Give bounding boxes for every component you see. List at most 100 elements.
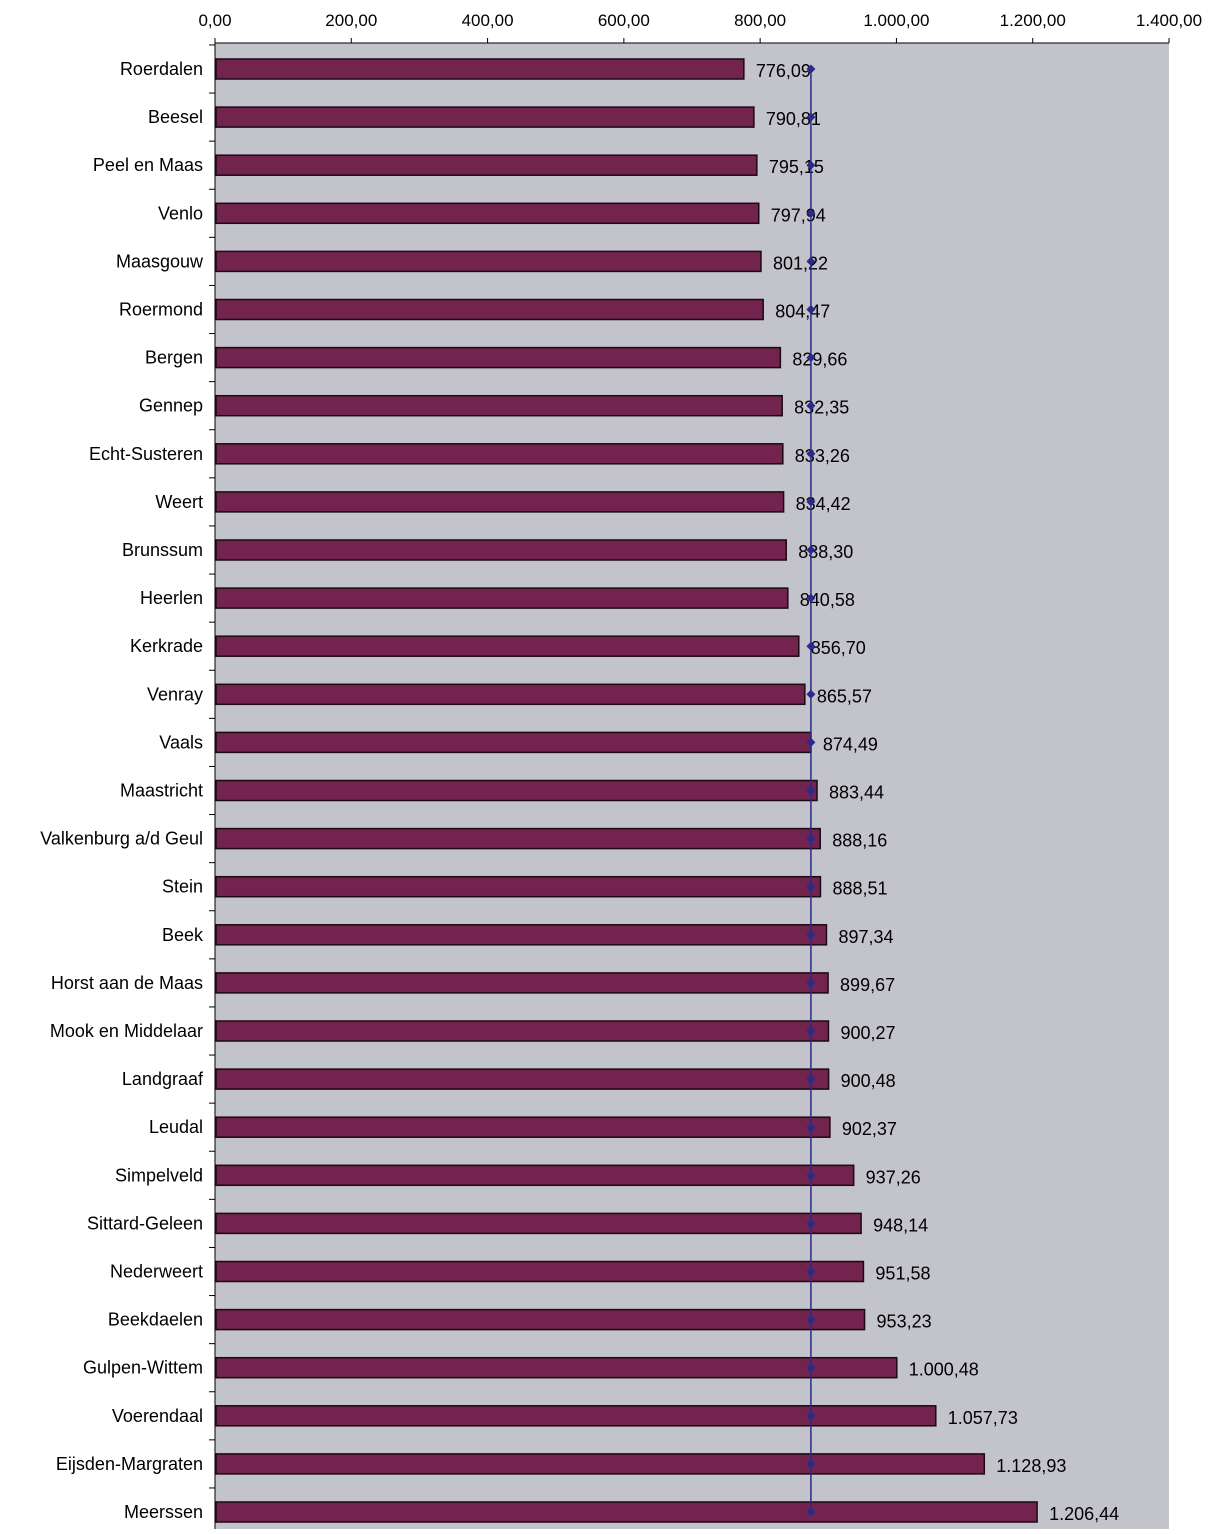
reference-marker xyxy=(806,786,816,795)
category-label: Maasgouw xyxy=(116,251,204,271)
category-label: Echt-Susteren xyxy=(89,444,203,464)
x-tick-label: 800,00 xyxy=(734,11,786,30)
bar xyxy=(215,491,785,513)
reference-marker xyxy=(806,353,816,363)
category-label: Bergen xyxy=(145,348,203,368)
reference-marker xyxy=(806,256,816,266)
bar xyxy=(215,731,812,754)
category-label: Gulpen-Wittem xyxy=(83,1358,203,1378)
data-label: 795,15 xyxy=(769,157,824,177)
x-tick-label: 200,00 xyxy=(325,11,377,30)
bar xyxy=(215,827,821,850)
bar xyxy=(215,1164,855,1187)
reference-marker xyxy=(806,64,816,74)
reference-marker xyxy=(806,449,816,459)
category-label: Eijsden-Margraten xyxy=(56,1454,203,1474)
bar xyxy=(215,1501,1038,1523)
reference-marker xyxy=(806,1170,816,1180)
bar xyxy=(215,1453,986,1475)
bar xyxy=(215,202,760,225)
data-label: 951,58 xyxy=(875,1264,930,1284)
reference-marker xyxy=(806,112,816,122)
bar xyxy=(215,587,789,609)
data-label: 840,58 xyxy=(800,590,855,610)
data-label: 1.128,93 xyxy=(996,1456,1066,1476)
reference-marker xyxy=(806,930,816,940)
bar xyxy=(215,1405,937,1427)
bar xyxy=(215,298,764,321)
data-label: 900,27 xyxy=(840,1023,895,1043)
category-label: Horst aan de Maas xyxy=(51,973,203,993)
data-label: 1.057,73 xyxy=(948,1408,1018,1428)
category-label: Roerdalen xyxy=(120,59,203,79)
reference-marker xyxy=(806,1315,816,1325)
data-label: 834,42 xyxy=(796,494,851,514)
category-label: Nederweert xyxy=(110,1262,203,1282)
category-label: Kerkrade xyxy=(130,636,203,656)
x-tick-label: 0,00 xyxy=(198,11,231,30)
bar xyxy=(215,1308,866,1331)
reference-marker xyxy=(806,1411,816,1421)
bar xyxy=(215,58,745,80)
data-label: 897,34 xyxy=(838,927,893,947)
data-label: 856,70 xyxy=(811,638,866,658)
bar xyxy=(215,106,755,128)
category-label: Venlo xyxy=(158,203,203,223)
data-label: 801,22 xyxy=(773,253,828,273)
reference-marker xyxy=(806,401,816,411)
bar xyxy=(215,1260,865,1283)
category-label: Mook en Middelaar xyxy=(50,1021,203,1041)
reference-marker xyxy=(806,1363,816,1373)
bar xyxy=(215,1020,830,1042)
reference-marker xyxy=(806,737,816,747)
bar xyxy=(215,1068,830,1090)
data-label: 883,44 xyxy=(829,783,884,803)
category-label: Voerendaal xyxy=(112,1406,203,1426)
reference-marker xyxy=(806,497,816,507)
data-label: 888,51 xyxy=(832,879,887,899)
category-label: Peel en Maas xyxy=(93,155,203,175)
reference-marker xyxy=(806,208,816,218)
bar xyxy=(215,1116,831,1138)
category-label: Meerssen xyxy=(124,1502,203,1522)
category-label: Beekdaelen xyxy=(108,1310,203,1330)
bar xyxy=(215,683,806,706)
bar xyxy=(215,539,787,561)
reference-marker xyxy=(806,593,816,603)
reference-marker xyxy=(806,1074,816,1084)
reference-marker xyxy=(806,882,816,892)
category-label: Vaals xyxy=(159,732,203,752)
reference-marker xyxy=(806,689,816,699)
category-label: Weert xyxy=(155,492,203,512)
category-label: Gennep xyxy=(139,396,203,416)
category-label: Venray xyxy=(147,684,203,704)
bar xyxy=(215,1212,862,1235)
bar xyxy=(215,154,758,176)
bar xyxy=(215,1356,898,1379)
category-label: Roermond xyxy=(119,300,203,320)
data-label: 790,81 xyxy=(766,109,821,129)
data-label: 865,57 xyxy=(817,686,872,706)
bar xyxy=(215,635,800,657)
category-label: Brunssum xyxy=(122,540,203,560)
reference-marker xyxy=(806,834,816,844)
reference-marker xyxy=(806,545,816,555)
data-label: 838,30 xyxy=(798,542,853,562)
data-label: 832,35 xyxy=(794,398,849,418)
data-label: 797,94 xyxy=(771,205,826,225)
reference-marker xyxy=(806,305,816,314)
category-label: Simpelveld xyxy=(115,1165,203,1185)
reference-marker xyxy=(806,978,816,988)
bar xyxy=(215,972,829,994)
category-label: Stein xyxy=(162,877,203,897)
x-tick-label: 600,00 xyxy=(598,11,650,30)
reference-marker xyxy=(806,641,816,651)
data-label: 888,16 xyxy=(832,831,887,851)
data-label: 953,23 xyxy=(877,1312,932,1332)
data-label: 829,66 xyxy=(792,350,847,370)
category-label: Valkenburg a/d Geul xyxy=(40,829,203,849)
category-label: Beek xyxy=(162,925,204,945)
data-label: 900,48 xyxy=(841,1071,896,1091)
